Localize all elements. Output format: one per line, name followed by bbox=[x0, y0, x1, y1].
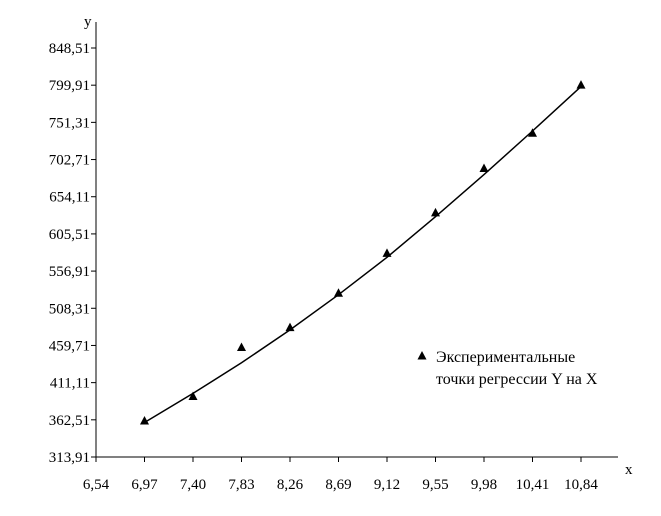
y-axis-title: y bbox=[84, 14, 92, 30]
x-tick-label: 9,12 bbox=[374, 477, 400, 493]
x-tick-label: 8,69 bbox=[325, 477, 351, 493]
y-tick-label: 362,51 bbox=[49, 413, 90, 429]
x-axis-ticks: 6,54 6,97 7,40 7,83 8,26 8,69 9,12 9,55 9,98 10,4… bbox=[83, 457, 598, 493]
x-axis-title: x bbox=[625, 462, 633, 478]
y-tick-label: 411,11 bbox=[50, 376, 90, 392]
y-tick-label: 313,91 bbox=[49, 450, 90, 466]
data-point-triangle bbox=[237, 342, 246, 352]
data-point-triangle bbox=[140, 415, 149, 425]
axes bbox=[95, 22, 618, 458]
legend-label-line-1: Экспериментальные bbox=[436, 349, 575, 366]
data-point-triangle bbox=[431, 207, 440, 217]
y-tick-label: 508,31 bbox=[49, 301, 90, 317]
data-point-triangle bbox=[334, 288, 343, 297]
data-point-triangle bbox=[285, 322, 295, 332]
x-tick-label: 10,41 bbox=[516, 477, 550, 493]
y-tick-label: 751,31 bbox=[49, 115, 90, 131]
fit-curve bbox=[144, 86, 582, 424]
y-tick-label: 848,51 bbox=[49, 41, 90, 57]
x-tick-label: 8,26 bbox=[277, 477, 304, 493]
data-point-triangle bbox=[188, 391, 198, 400]
y-tick-label: 556,91 bbox=[49, 264, 90, 280]
fit-line-group bbox=[144, 86, 582, 424]
x-tick-label: 10,84 bbox=[564, 477, 598, 493]
y-tick-label: 605,51 bbox=[49, 227, 90, 243]
legend: Экспериментальные точки регрессии Y на X bbox=[417, 349, 598, 388]
y-tick-label: 799,91 bbox=[49, 78, 90, 94]
y-axis-ticks: 313,91 362,51 411,11 459,71 508,31 556,91 605,… bbox=[49, 41, 96, 466]
x-tick-label: 6,97 bbox=[131, 477, 158, 493]
y-tick-label: 702,71 bbox=[49, 153, 90, 169]
x-tick-label: 6,54 bbox=[83, 477, 110, 493]
x-tick-label: 7,40 bbox=[180, 477, 206, 493]
data-point-triangle bbox=[528, 128, 537, 137]
legend-triangle-icon bbox=[417, 351, 427, 360]
x-tick-label: 9,98 bbox=[471, 477, 497, 493]
data-point-triangle bbox=[479, 163, 489, 173]
x-tick-label: 9,55 bbox=[422, 477, 448, 493]
legend-label-line-2: точки регрессии Y на X bbox=[436, 371, 598, 388]
data-point-triangle bbox=[576, 80, 586, 89]
x-tick-label: 7,83 bbox=[228, 477, 254, 493]
data-points bbox=[140, 80, 586, 425]
y-tick-label: 654,11 bbox=[49, 190, 90, 206]
data-point-triangle bbox=[382, 248, 392, 257]
y-tick-label: 459,71 bbox=[49, 338, 90, 354]
